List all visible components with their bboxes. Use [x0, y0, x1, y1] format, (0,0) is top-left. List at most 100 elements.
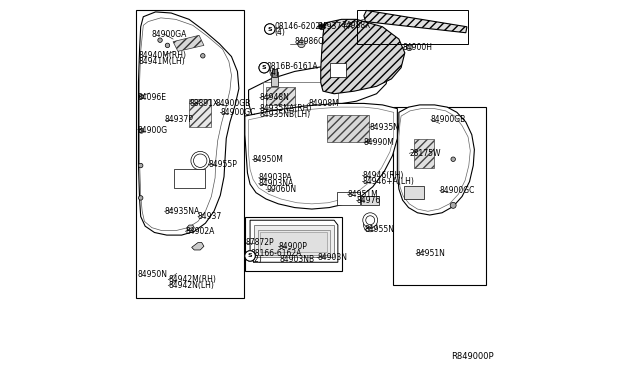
Bar — [266, 87, 295, 105]
Circle shape — [245, 251, 255, 261]
Text: 84937P: 84937P — [164, 115, 193, 124]
Bar — [257, 230, 330, 255]
Text: 84937: 84937 — [198, 212, 222, 221]
Text: 84900G: 84900G — [138, 126, 168, 135]
Polygon shape — [364, 10, 467, 33]
Bar — [260, 232, 326, 252]
Circle shape — [165, 43, 170, 48]
Text: 84902A: 84902A — [186, 227, 214, 236]
Bar — [174, 169, 205, 188]
Polygon shape — [138, 12, 239, 235]
Circle shape — [298, 40, 305, 48]
Circle shape — [245, 251, 255, 261]
Text: 84903NB: 84903NB — [280, 255, 315, 264]
Text: S: S — [248, 253, 252, 259]
Text: 87872P: 87872P — [246, 238, 274, 247]
Circle shape — [193, 154, 207, 167]
Circle shape — [264, 24, 275, 34]
Bar — [136, 10, 244, 298]
Text: S: S — [262, 65, 266, 70]
Polygon shape — [254, 225, 334, 257]
Circle shape — [367, 221, 374, 229]
Text: 84900P: 84900P — [278, 242, 307, 251]
Polygon shape — [191, 243, 204, 250]
Text: (4): (4) — [269, 68, 280, 77]
Circle shape — [138, 196, 143, 200]
Bar — [264, 82, 338, 109]
Text: (4): (4) — [275, 28, 285, 37]
Text: 84941M(LH): 84941M(LH) — [138, 57, 185, 65]
Text: 84951N: 84951N — [416, 249, 446, 258]
Text: 0816B-6161A: 0816B-6161A — [266, 62, 317, 71]
Text: 84935NA: 84935NA — [164, 207, 200, 216]
Text: 84900GB: 84900GB — [215, 99, 250, 108]
Bar — [337, 192, 360, 205]
Bar — [271, 72, 278, 86]
Text: 84935NB(LH): 84935NB(LH) — [260, 110, 311, 119]
Text: 99060N: 99060N — [266, 185, 296, 194]
Bar — [361, 196, 379, 205]
Circle shape — [450, 202, 456, 208]
Text: 84903N: 84903N — [317, 253, 347, 262]
Circle shape — [363, 213, 378, 228]
Circle shape — [249, 254, 253, 258]
Circle shape — [158, 38, 163, 42]
Circle shape — [451, 157, 456, 161]
Text: 84900GA: 84900GA — [152, 30, 188, 39]
Text: 84946(RH): 84946(RH) — [362, 171, 404, 180]
Text: 84900GB: 84900GB — [431, 115, 466, 124]
Bar — [330, 63, 346, 77]
Circle shape — [365, 216, 374, 225]
Polygon shape — [250, 220, 338, 262]
Circle shape — [319, 24, 325, 30]
Circle shape — [200, 54, 205, 58]
Text: 84990M: 84990M — [364, 138, 395, 147]
Circle shape — [259, 62, 269, 73]
Circle shape — [259, 62, 269, 73]
Bar — [392, 107, 486, 285]
Text: 84951M: 84951M — [348, 190, 378, 199]
Bar — [273, 69, 277, 77]
Polygon shape — [321, 19, 405, 94]
Text: R849000P: R849000P — [451, 352, 493, 361]
Text: 74988X: 74988X — [342, 21, 371, 30]
Bar — [326, 115, 369, 142]
Text: 84900GC: 84900GC — [440, 186, 475, 195]
Bar — [245, 217, 342, 271]
Text: S: S — [268, 26, 272, 32]
Text: S: S — [268, 26, 272, 32]
Text: 84935NA(RH): 84935NA(RH) — [260, 104, 312, 113]
Text: 84900GC: 84900GC — [220, 108, 255, 117]
Circle shape — [406, 45, 412, 51]
Circle shape — [264, 24, 275, 34]
Polygon shape — [397, 105, 474, 215]
Text: 84908M: 84908M — [308, 99, 339, 108]
Text: S: S — [248, 253, 252, 259]
Text: 84950M: 84950M — [252, 155, 283, 164]
Text: 84950N: 84950N — [138, 270, 168, 279]
Text: 84942N(LH): 84942N(LH) — [168, 281, 214, 290]
Text: 84903PA: 84903PA — [259, 173, 292, 182]
Polygon shape — [245, 103, 397, 209]
Polygon shape — [187, 225, 195, 231]
Polygon shape — [248, 64, 388, 116]
Bar — [357, 10, 468, 44]
Polygon shape — [173, 35, 204, 51]
Circle shape — [364, 218, 377, 232]
Text: 08166-6162A: 08166-6162A — [250, 249, 301, 258]
Text: 84946+A(LH): 84946+A(LH) — [362, 177, 414, 186]
Text: 84986O: 84986O — [294, 37, 324, 46]
Text: S: S — [262, 65, 266, 70]
Bar — [413, 139, 434, 168]
Bar — [404, 186, 424, 199]
Text: 88891X: 88891X — [189, 99, 218, 108]
Text: 84937+A: 84937+A — [317, 22, 353, 31]
Text: 28175W: 28175W — [410, 149, 441, 158]
Text: 84942M(RH): 84942M(RH) — [168, 275, 216, 284]
Text: 84955N: 84955N — [365, 225, 395, 234]
Text: 84935N: 84935N — [369, 123, 399, 132]
Text: 84948N: 84948N — [260, 93, 290, 102]
Circle shape — [140, 94, 143, 99]
Bar — [189, 99, 211, 127]
Circle shape — [191, 151, 209, 170]
